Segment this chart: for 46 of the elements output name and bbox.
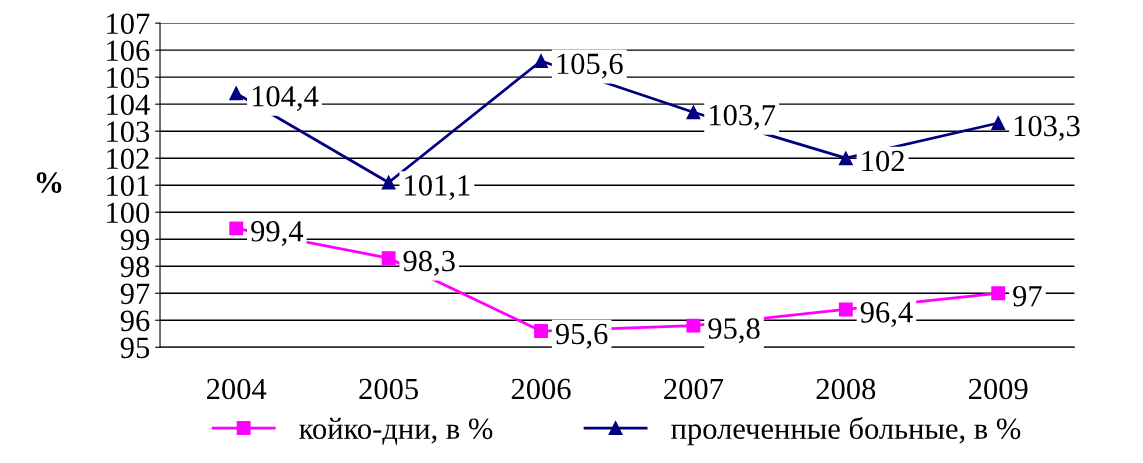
data-label: 103,3 [1014, 115, 1080, 141]
data-label: 103,7 [710, 104, 776, 130]
y-axis-title: % [36, 172, 62, 193]
data-label: 95,6 [555, 323, 608, 349]
legend-label: пролеченные больные, в % [671, 416, 1021, 446]
y-tick-label: 100 [107, 202, 150, 224]
point [229, 86, 244, 101]
point [229, 221, 244, 236]
point [381, 251, 396, 266]
point [686, 318, 701, 333]
point [534, 324, 548, 338]
y-tick-label: 102 [107, 148, 149, 170]
y-tick-label: 104 [107, 94, 150, 116]
x-tick-label: 2006 [511, 378, 571, 400]
point [838, 151, 853, 166]
data-label: 95,8 [708, 318, 760, 344]
y-tick-label: 106 [107, 40, 150, 62]
y-tick-label: 107 [107, 13, 150, 35]
data-label: 96,4 [860, 302, 913, 328]
point [991, 116, 1006, 131]
y-tick-label: 96 [120, 310, 150, 332]
y-tick-label: 101 [107, 175, 149, 197]
y-tick-label: 95 [120, 337, 150, 359]
data-label: 104,4 [252, 85, 319, 111]
y-tick-label: 99 [120, 229, 150, 251]
x-tick-label: 2005 [359, 378, 418, 400]
point [838, 302, 853, 317]
y-tick-label: 105 [107, 67, 150, 89]
point [534, 54, 548, 68]
point [686, 105, 701, 120]
y-tick-label: 103 [107, 121, 150, 143]
y-tick-label: 98 [120, 256, 150, 278]
point [381, 175, 396, 190]
y-tick-label: 97 [120, 283, 150, 305]
data-label: 102 [862, 150, 904, 172]
data-label: 99,4 [251, 221, 304, 247]
x-tick-label: 2007 [664, 378, 724, 400]
data-label: 101,1 [405, 175, 470, 201]
data-label: 105,6 [557, 53, 623, 79]
data-label: 98,3 [403, 250, 455, 276]
legend-label: койко-дни, в % [299, 417, 493, 445]
point [991, 286, 1006, 301]
x-tick-label: 2008 [816, 378, 876, 400]
x-tick-label: 2009 [969, 378, 1028, 400]
x-tick-label: 2004 [207, 378, 267, 400]
data-label: 97 [1013, 285, 1042, 307]
